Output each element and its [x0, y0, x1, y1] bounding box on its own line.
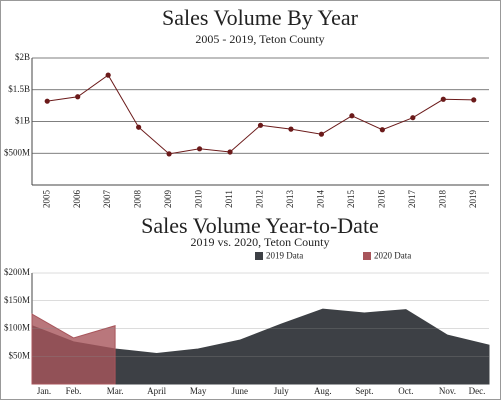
x-tick-label: Feb. — [66, 386, 82, 396]
data-point — [257, 122, 264, 128]
data-point — [471, 97, 477, 103]
x-tick-label: 2006 — [72, 190, 82, 209]
x-tick-label: 2019 — [468, 190, 478, 209]
legend-swatch — [363, 252, 371, 260]
x-tick-label: 2008 — [133, 190, 143, 209]
data-point — [136, 124, 142, 130]
chart-subtitle: 2005 - 2019, Teton County — [195, 32, 324, 46]
data-area — [31, 313, 116, 385]
x-tick-label: 2007 — [102, 190, 112, 209]
x-tick-label: 2011 — [224, 190, 234, 208]
x-tick-label: June — [231, 386, 248, 396]
x-tick-label: 2005 — [41, 190, 51, 209]
x-tick-label: Nov. — [439, 386, 456, 396]
legend-label: 2020 Data — [374, 251, 411, 261]
y-tick-label: $100M — [4, 323, 30, 333]
y-tick-label: $2B — [15, 52, 30, 62]
x-tick-label: 2017 — [407, 190, 417, 209]
legend-label: 2019 Data — [266, 251, 303, 261]
x-tick-label: Oct. — [398, 386, 413, 396]
data-point — [410, 115, 416, 121]
x-tick-label: 2009 — [163, 190, 173, 209]
x-tick-label: Dec. — [469, 386, 486, 396]
y-tick-label: $1.5B — [8, 84, 30, 94]
x-tick-label: April — [147, 386, 166, 396]
x-tick-label: Aug. — [314, 386, 332, 396]
y-tick-label: $200M — [4, 267, 30, 277]
x-tick-label: 2010 — [194, 190, 204, 209]
data-point — [75, 94, 81, 100]
data-point — [349, 113, 355, 119]
legend-swatch — [255, 252, 263, 260]
data-point — [105, 72, 111, 78]
x-tick-label: Sept. — [355, 386, 373, 396]
data-point — [166, 151, 172, 157]
x-tick-label: 2015 — [346, 190, 356, 209]
x-tick-label: 2013 — [285, 190, 295, 209]
chart-title: Sales Volume Year-to-Date — [141, 213, 379, 238]
chart-subtitle: 2019 vs. 2020, Teton County — [191, 235, 330, 249]
x-tick-label: 2012 — [255, 190, 265, 208]
x-tick-label: Mar. — [107, 386, 124, 396]
chart-title: Sales Volume By Year — [162, 5, 359, 30]
y-tick-label: $1B — [15, 116, 30, 126]
y-tick-label: $50M — [8, 350, 30, 360]
y-tick-label: $150M — [4, 295, 30, 305]
data-point — [288, 126, 294, 132]
data-point — [318, 131, 325, 137]
data-point — [196, 146, 203, 152]
y-tick-label: $500M — [4, 147, 30, 157]
x-tick-label: Jan. — [37, 386, 51, 396]
data-point — [440, 96, 446, 102]
x-tick-label: May — [190, 386, 207, 396]
x-tick-label: 2018 — [437, 190, 447, 209]
x-tick-label: July — [274, 386, 290, 396]
data-point — [44, 98, 50, 104]
data-point — [227, 149, 233, 155]
x-tick-label: 2014 — [315, 190, 325, 209]
x-tick-label: 2016 — [376, 190, 386, 209]
data-point — [379, 127, 385, 133]
